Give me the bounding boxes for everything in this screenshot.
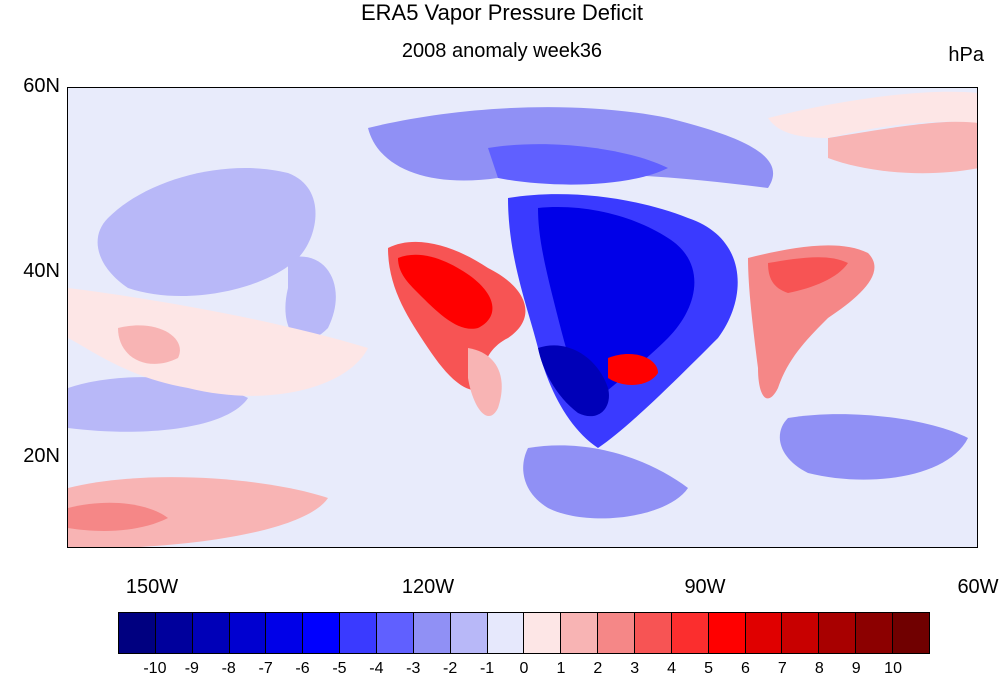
subtropical-pacific-medium-positive (118, 325, 180, 364)
colorbar-tick-label: -2 (443, 660, 458, 677)
central-pacific-negative (285, 256, 336, 341)
southwest-us-strong-positive (398, 254, 493, 329)
units-label: hPa (948, 44, 984, 66)
colorbar-swatch (708, 613, 746, 653)
colorbar-swatch (340, 613, 378, 653)
colorbar-tick-label: -5 (332, 660, 347, 677)
east-texas-positive (608, 353, 658, 385)
colorbar-swatch (119, 613, 156, 653)
chart-subtitle: 2008 anomaly week36 (401, 40, 603, 62)
colorbar-swatch (856, 613, 894, 653)
colorbar-swatch (745, 613, 783, 653)
colorbar-swatch (671, 613, 709, 653)
colorbar-tick-label: 7 (777, 660, 787, 677)
subtropical-pacific-positive (68, 288, 368, 396)
gulf-mexico-negative (523, 445, 688, 519)
colorbar-tick-label: 6 (741, 660, 750, 677)
anomaly-map (68, 88, 977, 547)
colorbar-swatch (413, 613, 451, 653)
lon-label-60w: 60W (957, 576, 999, 598)
canada-deep-negative (488, 144, 668, 185)
colorbar-tick-label: 9 (851, 660, 861, 677)
colorbar-swatch (782, 613, 820, 653)
colorbar-tick-label: 1 (556, 660, 566, 677)
caribbean-negative (779, 414, 968, 480)
lat-label-60n: 60N (23, 75, 60, 97)
north-pacific-negative (97, 168, 316, 297)
lat-label-40n: 40N (23, 260, 60, 282)
colorbar-tick-label: 3 (630, 660, 640, 677)
map-panel (67, 87, 978, 548)
tropical-pacific-strong-positive (68, 502, 168, 531)
colorbar-tick-label: -1 (479, 660, 495, 677)
colorbar-tick-label: 4 (667, 660, 677, 677)
colorbar-swatch (819, 613, 857, 653)
colorbar-swatch (155, 613, 193, 653)
colorbar-tick-label: 10 (884, 660, 902, 677)
chart-title: ERA5 Vapor Pressure Deficit (360, 0, 644, 25)
colorbar-tick-label: 2 (593, 660, 603, 677)
colorbar-tick-label: -10 (143, 660, 167, 677)
colorbar-swatch (377, 613, 414, 653)
north-atlantic-pale-positive (768, 91, 977, 138)
lat-label-20n: 20N (23, 445, 60, 467)
colorbar-swatch (450, 613, 488, 653)
lon-label-120w: 120W (401, 576, 455, 598)
colorbar-labels: -10 -9 -8 -7 -6 -5 -4 -3 -2 -1 0 1 2 3 4 5 6 7 8 9 10 (118, 660, 930, 680)
colorbar-swatch (192, 613, 230, 653)
colorbar-tick-label: 0 (519, 660, 529, 677)
colorbar-swatch (229, 613, 267, 653)
colorbar-tick-label: -6 (295, 660, 310, 677)
north-atlantic-positive (828, 121, 977, 174)
colorbar-swatch (561, 613, 599, 653)
eastern-us-strong-positive (768, 257, 848, 293)
colorbar-tick-label: -7 (258, 660, 273, 677)
lon-label-150w: 150W (125, 576, 179, 598)
colorbar-swatch (524, 613, 562, 653)
colorbar-tick-label: -9 (184, 660, 199, 677)
colorbar-tick-label: -4 (369, 660, 384, 677)
tropical-pacific-positive (68, 477, 328, 547)
colorbar-tick-label: 5 (704, 660, 713, 677)
colorbar (118, 612, 930, 654)
mexico-positive (468, 348, 502, 417)
colorbar-swatch (303, 613, 341, 653)
colorbar-swatch (487, 613, 525, 653)
colorbar-tick-label: -3 (406, 660, 421, 677)
texas-mexico-deep-negative (538, 345, 609, 417)
colorbar-swatch (266, 613, 304, 653)
colorbar-tick-label: -8 (221, 660, 236, 677)
colorbar-swatch (598, 613, 636, 653)
colorbar-tick-label: 8 (814, 660, 824, 677)
lon-label-90w: 90W (684, 576, 726, 598)
colorbar-swatch (635, 613, 672, 653)
colorbar-swatch (893, 613, 929, 653)
